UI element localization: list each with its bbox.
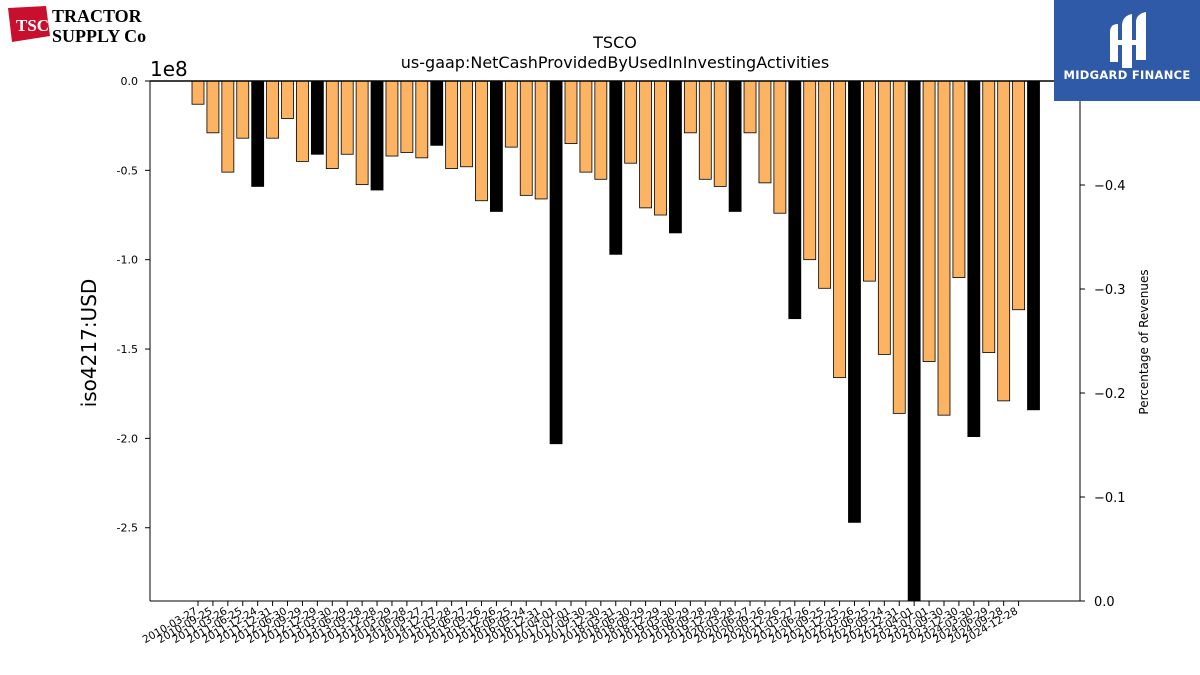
bar [892,80,906,414]
bar [549,80,563,445]
midgard-finance-logo: MIDGARD FINANCE [1054,0,1200,101]
bar [922,80,936,362]
y-tick-label: -0.5 [117,164,138,177]
chart-subtitle: us-gaap:NetCashProvidedByUsedInInvesting… [401,53,829,72]
y-right-tick-label: −0.3 [1094,283,1126,298]
bar [624,80,638,164]
bar [355,80,369,186]
bar [997,80,1011,402]
y-axis-label: iso4217:USD [77,279,101,408]
bar [325,80,339,169]
y-right-tick-label: −0.1 [1094,491,1126,506]
bar [683,80,697,134]
y-tick-label: -2.5 [117,522,138,535]
bar [266,80,280,139]
bar [475,80,488,202]
bar [952,80,966,278]
bar [713,80,727,187]
y-tick-label: -1.5 [117,343,138,356]
bar [564,80,578,144]
bar [504,80,518,148]
bar [848,80,861,523]
midgard-logo-icon [1110,12,1146,68]
bar [1012,80,1025,311]
bar [340,80,354,155]
logo-mark-text: TSC [16,16,49,35]
bar [534,80,548,200]
bar [236,80,250,139]
bar [206,80,220,134]
bar [370,80,384,191]
bar [654,80,667,216]
bar [669,80,682,234]
bar [489,80,503,212]
bar [430,80,444,146]
logo-line1: TRACTOR [52,6,143,26]
bar [445,80,459,169]
midgard-logo-text: MIDGARD FINANCE [1063,68,1191,82]
bar [639,80,652,209]
bar [937,80,951,416]
bar [191,80,205,105]
bar [594,80,608,180]
bar [310,80,324,155]
bar [982,80,996,354]
bar [803,80,817,261]
bar [728,80,742,212]
bars-group [191,80,1040,602]
bar [519,80,533,196]
y-axis-right-label: Percentage of Revenues [1137,269,1151,414]
y-tick-label: -2.0 [117,432,138,445]
y-axis-multiplier: 1e8 [150,57,188,81]
bar [385,80,399,157]
bar [281,80,294,119]
bar [251,80,265,187]
bar [1027,80,1040,411]
bar [609,80,623,255]
bar [579,80,593,173]
bar [400,80,414,153]
y-tick-label: 0.0 [121,75,139,88]
y-right-tick-label: 0.0 [1094,595,1115,610]
y-tick-label: -1.0 [117,254,138,267]
bar [296,80,309,162]
bar [877,80,891,355]
bar [743,80,757,134]
chart-title: TSCO [592,33,637,52]
bar [221,80,235,173]
x-ticks-group: 2010-03-272010-09-252011-03-262011-06-25… [141,601,1020,646]
bar [415,80,429,159]
bar [758,80,772,184]
axes-group: 0.0 -0.5 -1.0 -1.5 -2.0 -2.5 0.0 −0.1 −0.2 −0.3 −0… [117,75,1126,610]
y-right-tick-label: −0.2 [1094,387,1126,402]
bar [907,80,921,602]
y-right-tick-label: −0.4 [1094,179,1126,194]
bar [818,80,832,289]
tractor-supply-logo: TSC TRACTOR SUPPLY Co [6,4,158,46]
logo-line2: SUPPLY Co [52,26,146,46]
bar [967,80,981,438]
bar [863,80,876,282]
bar [698,80,712,180]
bar [773,80,787,214]
bar [833,80,846,379]
bar [788,80,802,320]
bar [460,80,473,168]
